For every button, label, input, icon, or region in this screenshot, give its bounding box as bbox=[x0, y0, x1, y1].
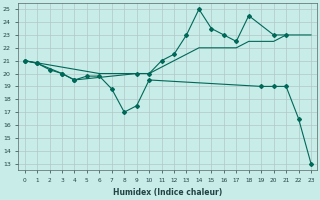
X-axis label: Humidex (Indice chaleur): Humidex (Indice chaleur) bbox=[113, 188, 222, 197]
